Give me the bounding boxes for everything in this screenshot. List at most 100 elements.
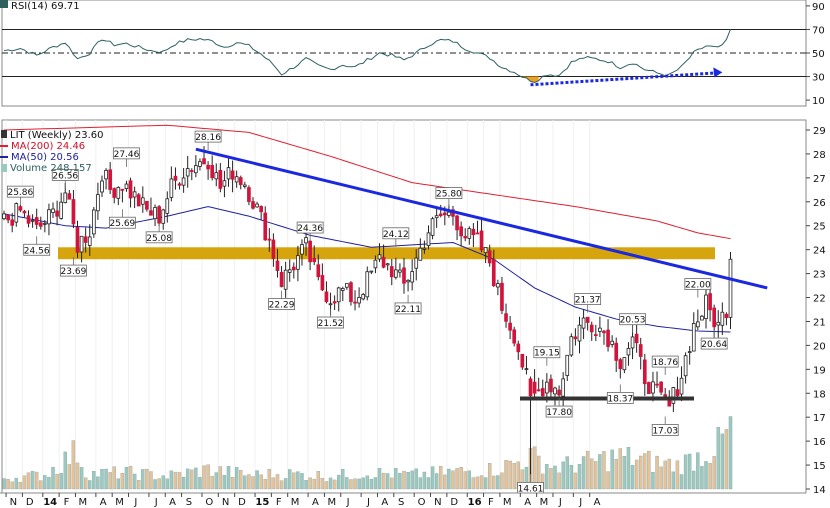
volume-bar	[349, 479, 353, 490]
candle-body	[414, 257, 419, 269]
price-label: 21.52	[318, 319, 344, 329]
candle-body	[340, 288, 345, 291]
price-label-box	[108, 216, 136, 229]
candle-body	[296, 255, 300, 270]
volume-bar	[508, 460, 512, 490]
candle-body	[10, 219, 15, 226]
month-label: M	[115, 497, 124, 508]
resistance-zone	[58, 247, 715, 260]
volume-bar	[708, 463, 712, 490]
candle-body	[398, 269, 402, 273]
volume-bar	[63, 451, 67, 490]
x-axis-band	[0, 493, 830, 508]
volume-bar	[51, 467, 55, 490]
price-label: 21.37	[575, 296, 601, 306]
volume-bar	[422, 471, 427, 490]
volume-bar	[88, 480, 92, 490]
price-tick-label: 16	[813, 437, 826, 448]
month-label: S	[186, 497, 192, 508]
candle-body	[38, 222, 43, 227]
candle-body	[185, 168, 190, 177]
price-label: 28.16	[195, 133, 221, 143]
volume-bar	[30, 471, 35, 490]
candle-body	[442, 212, 447, 216]
volume-bar	[716, 427, 720, 490]
volume-bar	[104, 468, 108, 490]
volume-bar	[288, 469, 292, 490]
volume-bar	[545, 464, 549, 490]
price-label-box	[268, 298, 295, 310]
volume-bar	[496, 475, 500, 490]
volume-bar	[161, 475, 165, 490]
volume-bar	[590, 458, 594, 490]
volume-bar	[549, 468, 553, 490]
price-label-box	[533, 346, 561, 359]
volume-bar	[720, 433, 725, 490]
price-label-box	[684, 278, 712, 290]
price-label-box	[619, 313, 646, 326]
month-label: D	[238, 497, 246, 508]
candle-body	[573, 336, 578, 340]
volume-bar	[622, 456, 627, 490]
candle-body	[683, 355, 688, 377]
candle-body	[626, 348, 631, 356]
price-legend-title: LIT (Weekly) 23.60	[10, 130, 104, 141]
candle-body	[14, 203, 19, 223]
volume-bar	[692, 470, 696, 490]
price-tick-label: 23	[813, 270, 826, 281]
price-label: 25.08	[146, 234, 172, 244]
rsi-trend-arrowhead	[713, 67, 723, 78]
candle-body	[47, 209, 51, 225]
volume-bar	[610, 449, 614, 490]
candle-body	[549, 378, 553, 393]
candle-body	[91, 209, 96, 235]
volume-bar	[557, 472, 561, 490]
volume-bar	[108, 472, 112, 490]
candle-body	[177, 183, 182, 186]
rsi-tick-label: 10	[812, 96, 825, 107]
candle-body	[720, 311, 725, 326]
volume-bar	[406, 471, 410, 490]
candle-body	[467, 228, 472, 239]
volume-bar	[434, 473, 439, 490]
volume-bar	[651, 471, 655, 490]
month-label: 14	[43, 497, 57, 508]
candle-body	[438, 213, 443, 216]
volume-bar	[451, 470, 455, 490]
candle-body	[18, 206, 23, 211]
volume-bar	[459, 466, 463, 490]
price-label: 26.56	[52, 171, 78, 181]
candle-body	[430, 218, 435, 236]
volume-bar	[230, 477, 235, 490]
candle-body	[59, 201, 64, 219]
volume-bar	[22, 475, 27, 490]
volume-bar	[377, 468, 382, 490]
volume-bar	[488, 463, 492, 490]
month-label: J	[154, 497, 158, 508]
candle-body	[622, 357, 627, 371]
volume-bar	[141, 469, 145, 490]
volume-bar	[59, 472, 63, 490]
volume-bar	[439, 466, 443, 490]
volume-bar	[410, 470, 414, 490]
candle-body	[455, 215, 459, 231]
candle-body	[585, 316, 590, 323]
price-label-box	[145, 231, 173, 244]
volume-bar	[128, 466, 133, 490]
month-label: J	[578, 497, 582, 508]
candle-body	[565, 354, 570, 376]
volume-bar	[643, 453, 647, 490]
volume-bar	[390, 477, 394, 490]
month-label: A	[100, 497, 107, 508]
candle-body	[691, 323, 696, 352]
candle-body	[389, 266, 394, 278]
volume-bar	[655, 455, 659, 490]
rsi-tick-label: 50	[812, 49, 825, 60]
price-label: 22.11	[395, 305, 421, 315]
candle-body	[287, 269, 292, 273]
candle-body	[475, 232, 480, 235]
price-label-box	[60, 264, 87, 277]
price-label: 27.46	[114, 150, 140, 160]
candle-body	[381, 256, 386, 268]
